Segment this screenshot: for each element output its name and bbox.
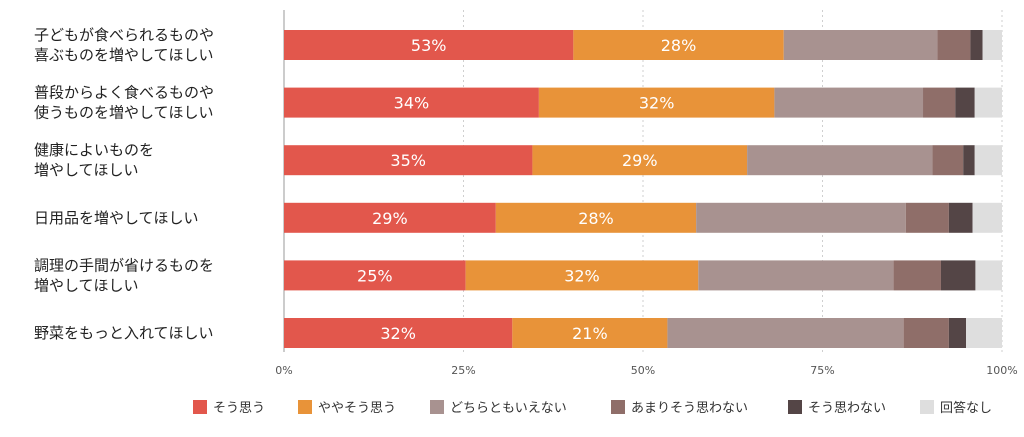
category-label: 増やしてほしい	[34, 161, 139, 179]
legend-swatch	[788, 400, 802, 414]
bar-segment	[949, 203, 973, 233]
category-label: 調理の手間が省けるものを	[34, 256, 214, 274]
bar-segment	[784, 30, 938, 60]
data-label: 29%	[622, 151, 658, 170]
bar-segment	[949, 318, 966, 348]
legend-swatch	[611, 400, 625, 414]
bar-segment	[747, 145, 932, 175]
category-label: 日用品を増やしてほしい	[34, 209, 199, 227]
category-label: 使うものを増やしてほしい	[34, 104, 214, 122]
grid-lines	[284, 10, 1002, 352]
category-label: 増やしてほしい	[34, 276, 139, 294]
legend-label: そう思わない	[808, 401, 886, 416]
category-labels: 子どもが食べられるものや喜ぶものを増やしてほしい普段からよく食べるものや使うもの…	[34, 26, 214, 342]
legend-label: そう思う	[213, 401, 265, 416]
category-label: 普段からよく食べるものや	[34, 84, 214, 102]
data-label: 32%	[564, 266, 600, 285]
legend-swatch	[920, 400, 934, 414]
data-label: 25%	[357, 266, 393, 285]
tick-label: 25%	[451, 364, 475, 377]
data-label: 28%	[661, 36, 697, 55]
bar-segment	[963, 145, 974, 175]
category-label: 子どもが食べられるものや	[34, 26, 214, 44]
bar-segment	[970, 30, 982, 60]
bar-segment	[937, 30, 970, 60]
category-label: 健康によいものを	[34, 141, 154, 159]
bar-segment	[975, 260, 1002, 290]
legend-swatch	[193, 400, 207, 414]
bar-segment	[932, 145, 963, 175]
x-axis-ticks: 0% 25% 50% 75% 100%	[275, 364, 1017, 377]
bar-segment	[983, 30, 1002, 60]
legend-swatch	[298, 400, 312, 414]
bar-segment	[667, 318, 903, 348]
category-label: 野菜をもっと入れてほしい	[34, 324, 214, 342]
category-label: 喜ぶものを増やしてほしい	[34, 46, 214, 64]
legend-swatch	[430, 400, 444, 414]
data-label: 32%	[639, 94, 675, 113]
legend-label: ややそう思う	[318, 401, 396, 416]
legend-label: あまりそう思わない	[631, 401, 748, 416]
bar-segment	[698, 260, 893, 290]
data-label: 32%	[380, 324, 416, 343]
tick-label: 100%	[986, 364, 1017, 377]
data-label: 28%	[578, 209, 614, 228]
data-label: 29%	[372, 209, 408, 228]
legend-label: どちらともいえない	[450, 401, 567, 416]
legend-label: 回答なし	[940, 400, 992, 416]
bar-segment	[941, 260, 975, 290]
bar-segment	[975, 145, 1002, 175]
bar-segment	[904, 318, 949, 348]
legend: そう思う ややそう思う どちらともいえない あまりそう思わない そう思わない 回答なし	[193, 400, 992, 416]
tick-label: 50%	[631, 364, 655, 377]
data-label: 34%	[394, 94, 430, 113]
bar-segment	[923, 88, 955, 118]
data-label: 21%	[572, 324, 608, 343]
tick-label: 0%	[275, 364, 292, 377]
bar-segment	[696, 203, 906, 233]
bar-segment	[774, 88, 923, 118]
tick-label: 75%	[810, 364, 834, 377]
bar-segment	[894, 260, 941, 290]
bar-segment	[975, 88, 1002, 118]
bar-segment	[955, 88, 974, 118]
bar-segment	[906, 203, 949, 233]
bar-segment	[973, 203, 1002, 233]
data-label: 53%	[411, 36, 447, 55]
data-label: 35%	[390, 151, 426, 170]
bar-segment	[966, 318, 1002, 348]
